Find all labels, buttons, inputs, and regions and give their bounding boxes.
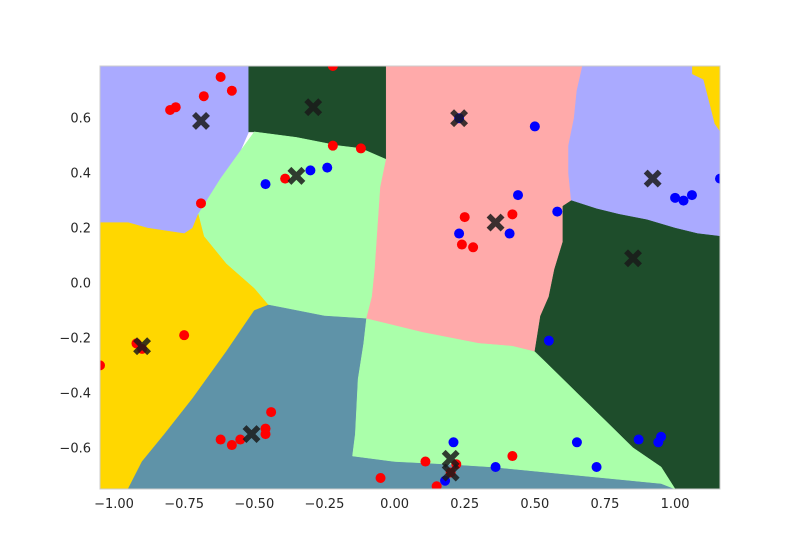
- centroid-marker: [441, 463, 460, 482]
- red-point: [468, 242, 479, 253]
- centroid-marker: [441, 449, 460, 468]
- x-tick-label: −1.00: [94, 497, 134, 512]
- plot-frame: [99, 65, 721, 490]
- blue-point: [670, 192, 681, 203]
- y-tick-label: 0.2: [70, 222, 91, 237]
- x-tick-label: 1.00: [661, 497, 690, 512]
- blue-point: [513, 190, 524, 201]
- blue-point: [571, 437, 582, 448]
- red-point: [507, 451, 518, 462]
- red-point: [327, 66, 338, 71]
- y-tick-label: 0.4: [70, 167, 91, 182]
- red-point: [431, 481, 442, 489]
- red-point: [260, 429, 271, 440]
- red-point: [327, 140, 338, 151]
- centroids: [133, 98, 662, 482]
- centroid-marker: [192, 111, 210, 130]
- blue-point: [686, 190, 697, 201]
- red-point: [100, 360, 105, 371]
- x-axis-ticks: −1.00 −0.75 −0.50 −0.25 0.00 0.25 0.50 0.75 1.00: [94, 497, 689, 512]
- red-point: [215, 71, 226, 82]
- blue-point: [633, 434, 644, 445]
- decision-regions: [100, 66, 720, 489]
- red-point: [226, 85, 237, 96]
- blue-point: [448, 437, 459, 448]
- blue-point: [715, 173, 720, 184]
- centroid-marker: [242, 425, 261, 444]
- x-tick-label: −0.50: [234, 497, 274, 512]
- blue-point: [322, 162, 333, 173]
- y-tick-label: 0.0: [70, 276, 91, 291]
- blue-point: [591, 462, 602, 473]
- red-point: [266, 407, 277, 418]
- red-point: [459, 212, 470, 223]
- centroid-marker: [287, 166, 306, 185]
- red-point: [375, 473, 386, 484]
- region-lightgreen-bottom: [352, 318, 676, 489]
- blue-point: [490, 462, 501, 473]
- centroid-marker: [304, 98, 323, 117]
- y-axis-ticks: −0.6 −0.4 −0.2 0.0 0.2 0.4 0.6: [59, 112, 91, 457]
- red-point: [226, 440, 237, 451]
- y-tick-label: 0.6: [70, 112, 91, 127]
- red-point: [355, 143, 366, 154]
- red-point: [456, 239, 467, 250]
- blue-point: [529, 121, 540, 132]
- blue-point: [305, 165, 316, 176]
- red-point: [195, 198, 206, 209]
- x-tick-label: 0.00: [380, 497, 409, 512]
- y-tick-label: −0.6: [59, 441, 91, 456]
- centroid-marker: [624, 249, 642, 268]
- x-tick-label: 0.75: [591, 497, 620, 512]
- y-tick-label: −0.2: [59, 331, 91, 346]
- blue-point: [454, 228, 465, 239]
- blue-point: [504, 228, 515, 239]
- red-point: [215, 434, 226, 445]
- red-point: [170, 102, 181, 113]
- red-point: [198, 91, 209, 102]
- x-tick-label: 0.50: [520, 497, 549, 512]
- centroid-marker: [450, 109, 469, 128]
- y-tick-label: −0.4: [59, 386, 91, 401]
- x-tick-label: −0.75: [164, 497, 204, 512]
- blue-point: [543, 335, 554, 346]
- centroid-marker: [643, 169, 662, 188]
- x-tick-label: −0.25: [305, 497, 345, 512]
- red-point: [507, 209, 518, 220]
- centroid-marker: [133, 337, 152, 356]
- blue-point: [656, 431, 667, 442]
- x-tick-label: 0.25: [450, 497, 479, 512]
- centroid-marker: [486, 213, 505, 232]
- red-point: [235, 434, 246, 445]
- red-point: [179, 330, 190, 341]
- blue-point: [260, 179, 271, 190]
- blue-point: [552, 206, 563, 217]
- blue-point: [678, 195, 689, 206]
- red-point: [420, 456, 431, 467]
